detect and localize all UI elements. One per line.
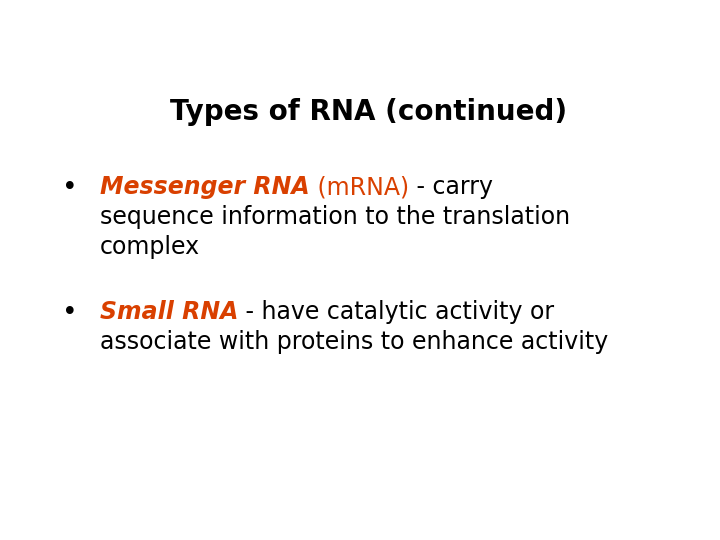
Text: •: •	[62, 175, 78, 201]
Text: (mRNA): (mRNA)	[310, 175, 409, 199]
Text: •: •	[62, 300, 78, 326]
Text: - have catalytic activity or: - have catalytic activity or	[238, 300, 554, 324]
Text: Messenger RNA: Messenger RNA	[100, 175, 310, 199]
Text: Types of RNA (continued): Types of RNA (continued)	[171, 98, 567, 126]
Text: - carry: - carry	[409, 175, 492, 199]
Text: Small RNA: Small RNA	[100, 300, 238, 324]
Text: sequence information to the translation: sequence information to the translation	[100, 205, 570, 229]
Text: associate with proteins to enhance activity: associate with proteins to enhance activ…	[100, 330, 608, 354]
Text: complex: complex	[100, 235, 200, 259]
